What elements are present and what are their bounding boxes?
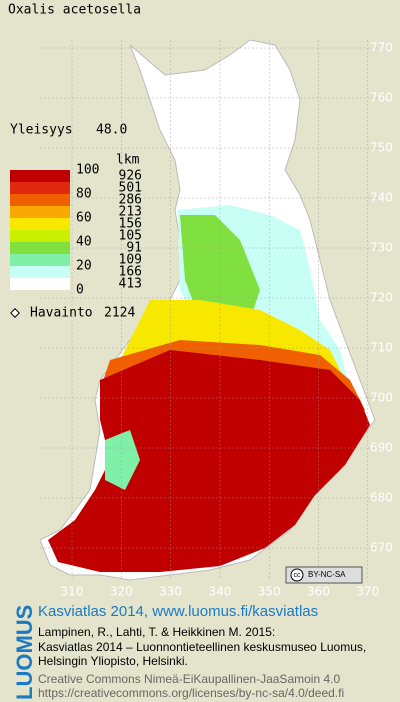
legend-scale-label: 80	[76, 187, 92, 202]
legend-count: 91	[126, 241, 142, 256]
x-tick-label: 340	[208, 585, 231, 599]
legend-scale-label: 0	[76, 283, 84, 298]
legend-swatch	[10, 254, 70, 266]
x-tick-label: 320	[110, 585, 133, 599]
zone	[105, 430, 140, 490]
legend-swatch	[10, 206, 70, 218]
legend-swatch	[10, 218, 70, 230]
y-tick-label: 680	[370, 491, 393, 505]
zone	[180, 215, 260, 320]
observations-label: Havainto	[30, 306, 93, 321]
legend-count: 286	[119, 193, 142, 208]
observations-count: 2124	[104, 306, 135, 321]
x-tick-label: 310	[61, 585, 84, 599]
cc-icon-text: cc	[294, 572, 302, 579]
y-tick-label: 690	[370, 441, 393, 455]
license-line: Creative Commons Nimeä-EiKaupallinen-Jaa…	[38, 672, 340, 686]
y-tick-label: 720	[370, 291, 393, 305]
cc-icon	[290, 568, 304, 582]
legend-swatch	[10, 242, 70, 254]
legend-swatch	[10, 278, 70, 290]
y-tick-label: 710	[370, 341, 393, 355]
x-tick-label: 350	[258, 585, 281, 599]
legend-swatch	[10, 266, 70, 278]
y-tick-label: 750	[370, 141, 393, 155]
y-tick-label: 670	[370, 541, 393, 555]
legend-count: 105	[119, 229, 142, 244]
frequency-value: 48.0	[96, 123, 127, 138]
y-tick-label: 740	[370, 191, 393, 205]
citation-line: Kasviatlas 2014 – Luonnontieteellinen ke…	[38, 640, 366, 654]
legend-count: 501	[119, 181, 142, 196]
legend-count: 166	[119, 265, 142, 280]
y-tick-label: 730	[370, 241, 393, 255]
license-badge	[285, 566, 363, 584]
legend-count: 156	[119, 217, 142, 232]
frequency-label: Yleisyys	[10, 123, 73, 138]
legend-count: 926	[119, 169, 142, 184]
y-tick-label: 770	[370, 41, 393, 55]
citation-line: Lampinen, R., Lahti, T. & Heikkinen M. 2…	[38, 625, 275, 639]
count-header: lkm	[116, 153, 140, 168]
x-tick-label: 360	[307, 585, 330, 599]
legend-swatch	[10, 194, 70, 206]
observation-marker	[10, 308, 20, 318]
x-tick-label: 330	[159, 585, 182, 599]
legend-scale-label: 60	[76, 211, 92, 226]
legend-count: 109	[119, 253, 142, 268]
legend-count: 213	[119, 205, 142, 220]
x-tick-label: 370	[356, 585, 379, 599]
y-tick-label: 700	[370, 391, 393, 405]
legend-scale-label: 100	[76, 163, 99, 178]
legend-swatch	[10, 182, 70, 194]
legend-scale-label: 40	[76, 235, 92, 250]
footer-link[interactable]: Kasviatlas 2014, www.luomus.fi/kasviatla…	[38, 603, 318, 620]
legend-count: 413	[119, 277, 142, 292]
y-tick-label: 760	[370, 91, 393, 105]
citation-line: Helsingin Yliopisto, Helsinki.	[38, 654, 188, 668]
legend-scale-label: 20	[76, 259, 92, 274]
map	[39, 39, 380, 581]
logo: LUOMUS	[12, 605, 37, 700]
legend-swatch	[10, 170, 70, 182]
zone	[48, 350, 370, 572]
license-line: https://creativecommons.org/licenses/by-…	[38, 686, 344, 700]
legend-swatch	[10, 230, 70, 242]
license-badge-text: BY-NC-SA	[308, 570, 346, 579]
species-title: Oxalis acetosella	[8, 3, 141, 18]
